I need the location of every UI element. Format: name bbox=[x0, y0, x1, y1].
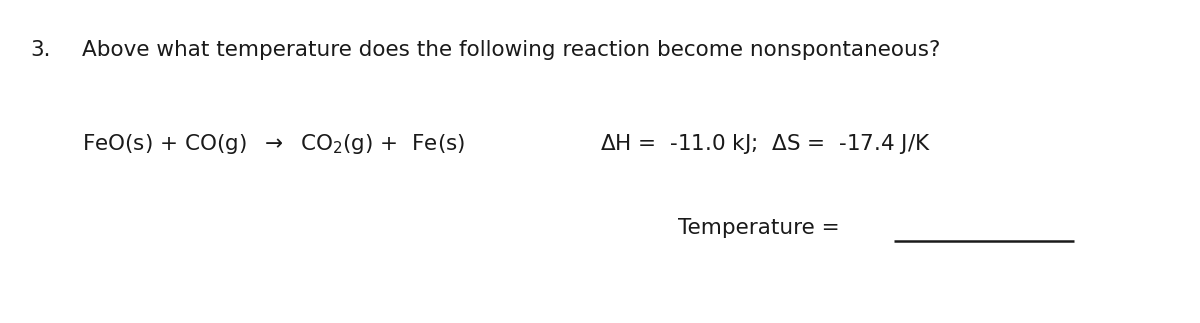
Text: 3.: 3. bbox=[30, 40, 50, 60]
Text: FeO(s) + CO(g)  $\rightarrow$  CO$_2$(g) +  Fe(s): FeO(s) + CO(g) $\rightarrow$ CO$_2$(g) +… bbox=[82, 132, 464, 156]
Text: Temperature =: Temperature = bbox=[678, 218, 846, 238]
Text: $\Delta$H =  -11.0 kJ;  $\Delta$S =  -17.4 J/K: $\Delta$H = -11.0 kJ; $\Delta$S = -17.4 … bbox=[600, 132, 931, 156]
Text: Above what temperature does the following reaction become nonspontaneous?: Above what temperature does the followin… bbox=[82, 40, 940, 60]
